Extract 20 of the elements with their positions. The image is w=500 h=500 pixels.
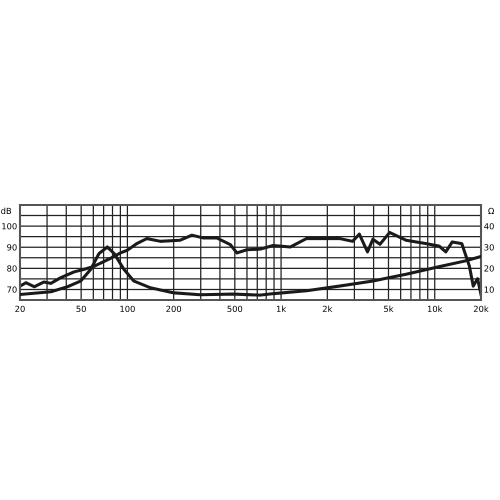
y2-tick-label: 20 [484, 265, 494, 272]
y2-tick-label: 40 [484, 223, 494, 230]
x-tick-label: 100 [120, 306, 135, 312]
x-tick-label: 200 [166, 306, 182, 312]
x-tick-label: 5k [384, 306, 394, 312]
x-tick-label: 20k [474, 306, 489, 312]
y-tick-label: 80 [7, 265, 17, 272]
y2-axis-title: Ω [488, 208, 494, 214]
y-axis-title: dB [1, 208, 12, 214]
x-tick-label: 500 [228, 306, 242, 312]
x-tick-label: 10k [428, 306, 442, 312]
y2-tick-label: 10 [484, 286, 494, 293]
x-tick-label: 20 [15, 306, 25, 312]
y-tick-label: 90 [7, 244, 17, 251]
y-tick-label: 100 [2, 223, 17, 230]
x-tick-label: 50 [76, 306, 86, 312]
x-tick-label: 1k [276, 306, 286, 312]
y2-tick-label: 30 [484, 244, 494, 251]
y-tick-label: 70 [7, 286, 17, 293]
x-tick-label: 2k [322, 306, 332, 312]
